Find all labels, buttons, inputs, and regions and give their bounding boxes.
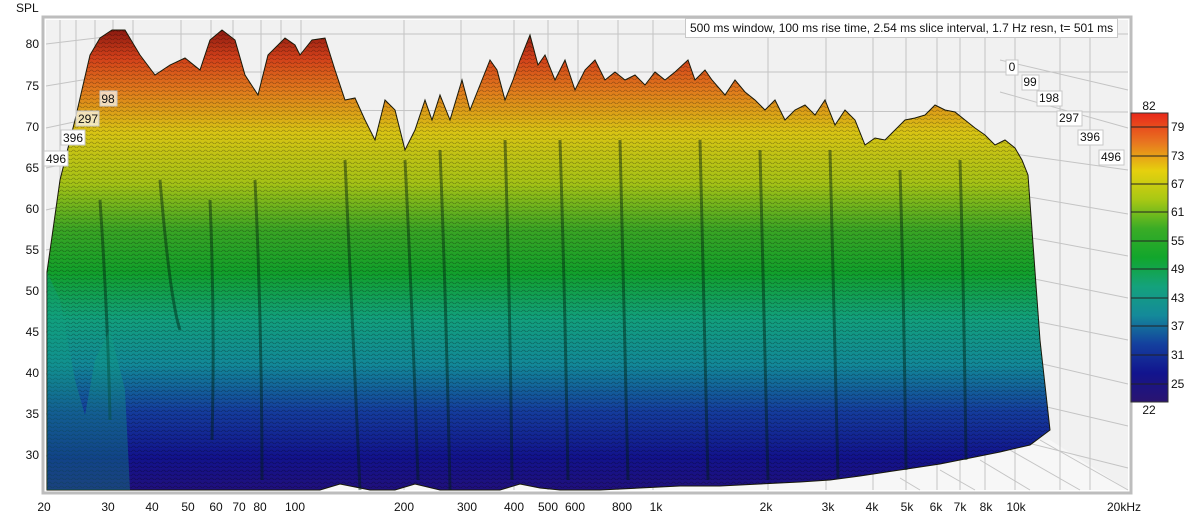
svg-text:79: 79	[1171, 120, 1185, 134]
svg-text:98: 98	[101, 92, 115, 106]
svg-text:10k: 10k	[1006, 500, 1026, 514]
svg-text:8k: 8k	[980, 500, 994, 514]
svg-text:40: 40	[145, 500, 159, 514]
time-axis-left: 98 297 396 496	[43, 90, 118, 167]
svg-text:396: 396	[1080, 130, 1100, 144]
svg-text:4k: 4k	[866, 500, 880, 514]
time-axis-right: 0 99 198 297 396 496	[1005, 59, 1125, 166]
svg-text:73: 73	[1171, 149, 1185, 163]
svg-text:297: 297	[78, 112, 98, 126]
colorbar: 82 79 73 67 61 55 49 43 37 31 25 22	[1130, 99, 1185, 417]
svg-text:60: 60	[209, 500, 223, 514]
waterfall-surface	[46, 29, 1051, 491]
svg-text:80: 80	[253, 500, 267, 514]
svg-text:75: 75	[26, 79, 40, 93]
svg-text:50: 50	[26, 284, 40, 298]
svg-text:49: 49	[1171, 262, 1185, 276]
svg-text:20: 20	[37, 500, 51, 514]
y-axis-ticks: 80 75 70 65 60 55 50 45 40 35 30	[26, 37, 40, 462]
x-axis-ticks: 20 30 40 50 60 70 80 100 200 300 400 500…	[37, 500, 1141, 514]
svg-text:45: 45	[26, 325, 40, 339]
svg-text:40: 40	[26, 366, 40, 380]
svg-text:3k: 3k	[822, 500, 836, 514]
svg-text:297: 297	[1059, 111, 1079, 125]
svg-text:30: 30	[101, 500, 115, 514]
svg-text:500: 500	[538, 500, 558, 514]
svg-text:5k: 5k	[901, 500, 915, 514]
svg-text:0: 0	[1009, 60, 1016, 74]
svg-text:80: 80	[26, 37, 40, 51]
svg-text:200: 200	[394, 500, 414, 514]
svg-text:55: 55	[26, 243, 40, 257]
y-axis-title: SPL	[16, 1, 39, 15]
svg-text:20kHz: 20kHz	[1107, 500, 1141, 514]
svg-text:300: 300	[457, 500, 477, 514]
svg-text:70: 70	[232, 500, 246, 514]
svg-text:37: 37	[1171, 319, 1185, 333]
svg-text:55: 55	[1171, 234, 1185, 248]
svg-text:600: 600	[565, 500, 585, 514]
svg-text:67: 67	[1171, 177, 1185, 191]
svg-text:1k: 1k	[650, 500, 664, 514]
svg-text:2k: 2k	[760, 500, 774, 514]
svg-text:100: 100	[285, 500, 305, 514]
svg-text:25: 25	[1171, 377, 1185, 391]
svg-text:99: 99	[1023, 75, 1037, 89]
svg-text:400: 400	[504, 500, 524, 514]
svg-text:7k: 7k	[954, 500, 968, 514]
svg-text:6k: 6k	[930, 500, 944, 514]
svg-text:61: 61	[1171, 205, 1185, 219]
svg-text:496: 496	[1101, 150, 1121, 164]
svg-text:31: 31	[1171, 348, 1185, 362]
svg-text:82: 82	[1142, 99, 1156, 113]
svg-text:496: 496	[46, 152, 66, 166]
analysis-settings-label: 500 ms window, 100 ms rise time, 2.54 ms…	[685, 18, 1119, 38]
svg-text:43: 43	[1171, 291, 1185, 305]
svg-text:70: 70	[26, 120, 40, 134]
svg-text:30: 30	[26, 448, 40, 462]
svg-text:396: 396	[63, 131, 83, 145]
svg-text:800: 800	[612, 500, 632, 514]
svg-text:65: 65	[26, 161, 40, 175]
svg-text:50: 50	[181, 500, 195, 514]
svg-text:60: 60	[26, 202, 40, 216]
svg-text:35: 35	[26, 407, 40, 421]
svg-text:198: 198	[1039, 91, 1059, 105]
svg-text:22: 22	[1142, 403, 1156, 417]
